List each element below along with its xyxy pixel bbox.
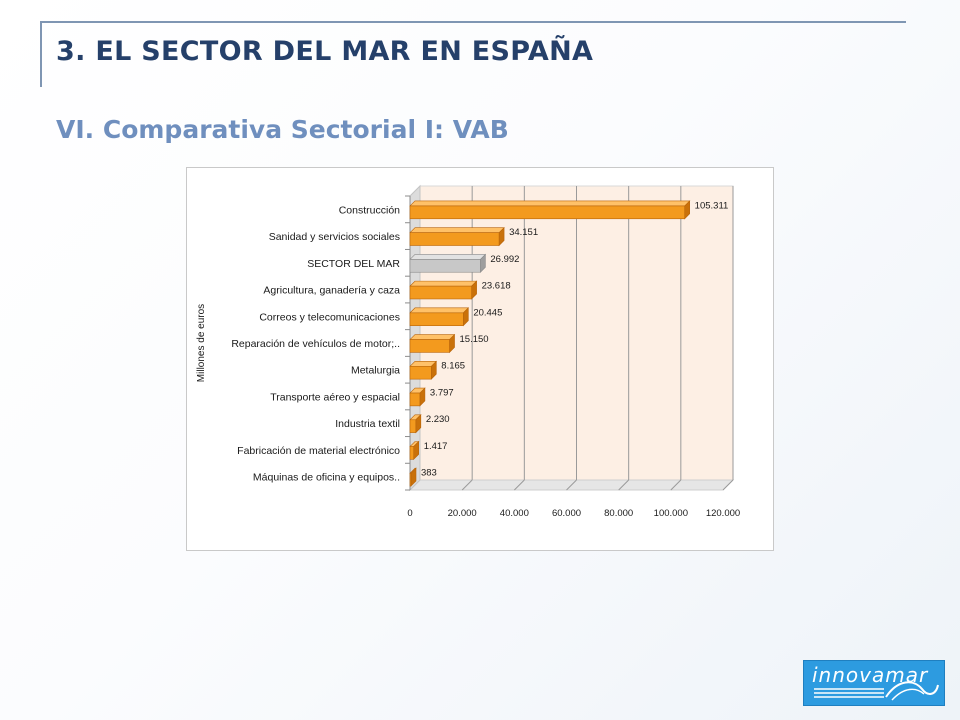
- bar-top-face: [409, 200, 691, 207]
- chart-container: Construcción 105.311 Sanidad y servicios s…: [186, 167, 774, 551]
- category-label: Industria textil: [335, 418, 400, 430]
- value-label: 383: [421, 468, 437, 479]
- value-label: 105.311: [695, 200, 729, 211]
- category-label: Transporte aéreo y espacial: [270, 391, 400, 403]
- category-label: Agricultura, ganadería y caza: [263, 285, 400, 297]
- logo-fine-print-lines: [814, 688, 884, 700]
- bar-top-face: [409, 334, 456, 340]
- category-label: SECTOR DEL MAR: [307, 258, 400, 270]
- title-top-rule: [40, 21, 906, 23]
- x-tick-label: 80.000: [604, 508, 633, 519]
- category-label: Correos y telecomunicaciones: [259, 311, 400, 323]
- value-label: 34.151: [509, 227, 538, 238]
- bar: [409, 312, 464, 326]
- vab-bar-chart: Construcción 105.311 Sanidad y servicios s…: [196, 184, 740, 519]
- x-gridline-floor: [513, 479, 525, 491]
- value-label: 3.797: [430, 387, 454, 398]
- bar: [409, 205, 685, 220]
- x-tick-label: 100.000: [654, 508, 688, 519]
- x-tick-label: 60.000: [552, 508, 581, 519]
- category-label: Reparación de vehículos de motor;..: [231, 338, 400, 350]
- title-side-rule: [40, 21, 42, 87]
- bar-top-face: [409, 307, 470, 314]
- logo-wave-icon: [885, 681, 939, 701]
- x-gridline-floor: [618, 479, 630, 491]
- bar-top-face: [409, 280, 478, 287]
- category-label: Sanidad y servicios sociales: [269, 231, 400, 243]
- bar-top-face: [409, 227, 505, 233]
- x-tick-label: 120.000: [706, 508, 740, 519]
- value-label: 15.150: [460, 334, 489, 345]
- bar: [409, 285, 472, 300]
- x-tick-label: 40.000: [500, 508, 529, 519]
- value-label: 2.230: [426, 414, 450, 425]
- bar: [409, 339, 450, 353]
- value-label: 20.445: [473, 307, 502, 318]
- bar: [409, 392, 421, 407]
- bar-top-face: [409, 254, 487, 260]
- value-label: 23.618: [482, 281, 511, 292]
- x-gridline-floor: [722, 479, 734, 491]
- x-gridline-floor: [566, 479, 577, 491]
- bar: [409, 259, 481, 273]
- category-label: Fabricación de material electrónico: [237, 445, 400, 457]
- bar: [409, 472, 412, 487]
- value-label: 26.992: [490, 254, 519, 265]
- category-label: Metalurgia: [351, 365, 400, 377]
- value-label: 8.165: [441, 361, 465, 372]
- x-gridline-floor: [461, 479, 473, 491]
- value-label: 1.417: [424, 441, 448, 452]
- x-tick-label: 20.000: [448, 508, 477, 519]
- bar: [409, 446, 414, 460]
- slide-title: 3. EL SECTOR DEL MAR EN ESPAÑA: [56, 36, 594, 67]
- slide-subtitle: VI. Comparativa Sectorial I: VAB: [56, 115, 509, 144]
- category-label: Máquinas de oficina y equipos..: [253, 472, 400, 484]
- innovamar-logo: innovamar: [803, 660, 945, 706]
- x-gridline-floor: [670, 479, 682, 491]
- y-axis-title: Millones de euros: [196, 304, 207, 382]
- category-label: Construcción: [339, 204, 400, 216]
- bar: [409, 232, 500, 246]
- bar: [409, 419, 417, 433]
- bar: [409, 366, 432, 380]
- x-tick-label: 0: [407, 508, 412, 519]
